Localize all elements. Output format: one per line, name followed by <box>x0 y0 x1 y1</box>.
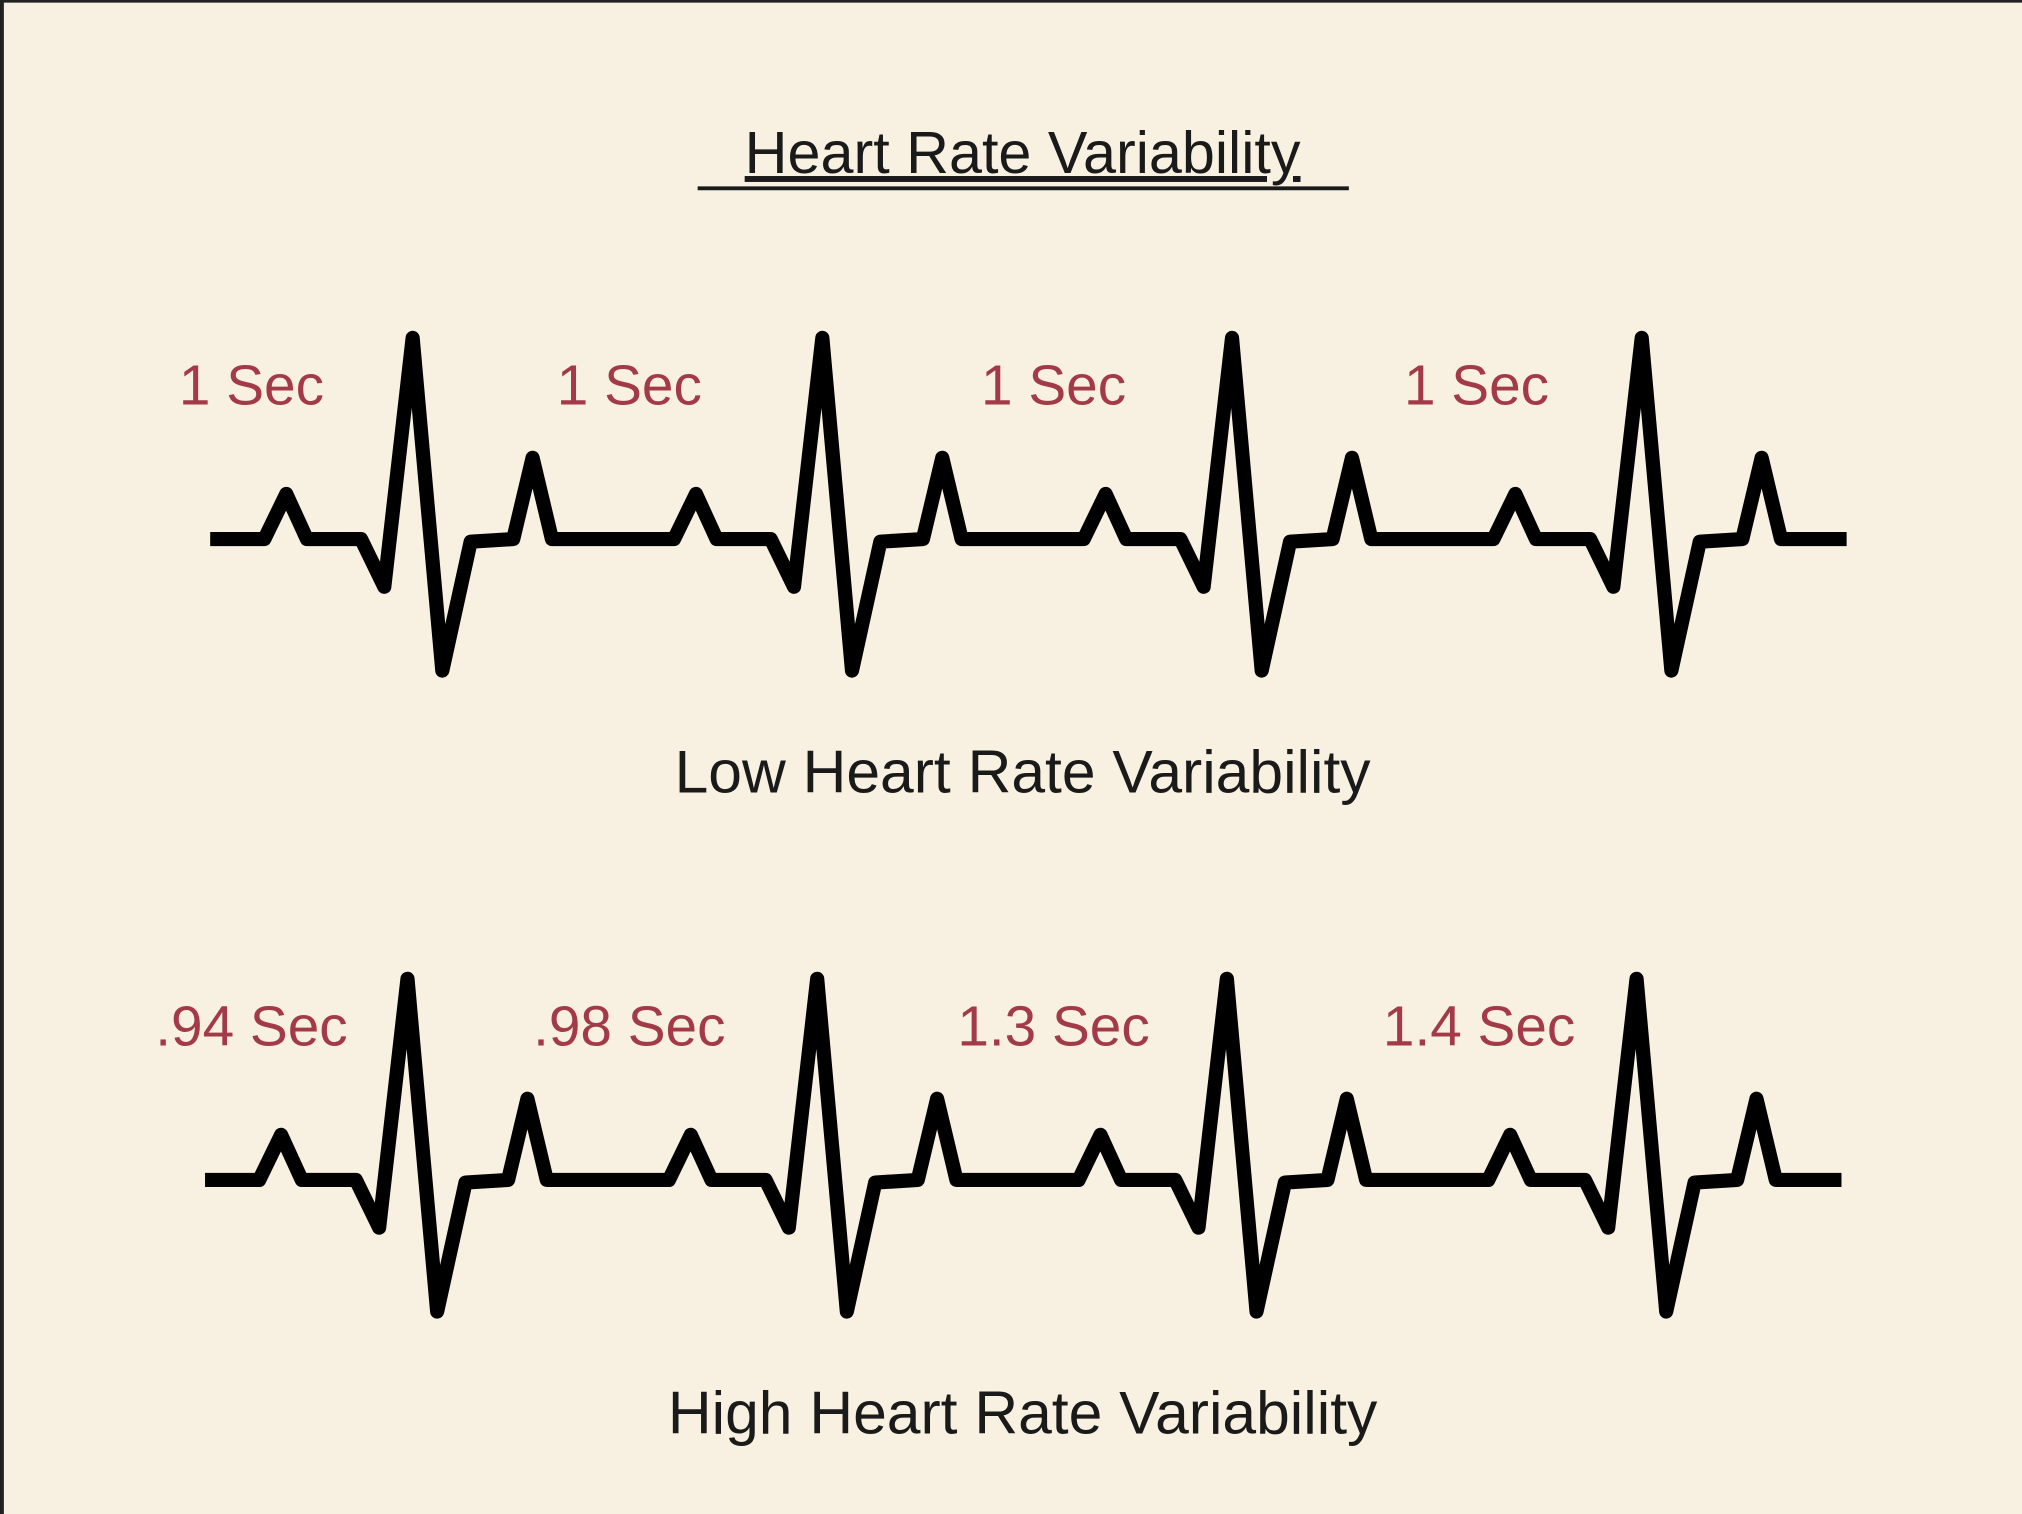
interval-label: 1.3 Sec <box>957 995 1149 1058</box>
interval-label: 1 Sec <box>557 354 702 417</box>
interval-label: 1 Sec <box>179 354 324 417</box>
strip-caption: High Heart Rate Variability <box>668 1378 1378 1446</box>
interval-label: 1 Sec <box>1404 354 1549 417</box>
interval-label: 1 Sec <box>981 354 1126 417</box>
ecg-trace <box>210 330 1847 678</box>
strip-caption: Low Heart Rate Variability <box>675 737 1372 805</box>
title: Heart Rate Variability <box>745 119 1301 186</box>
interval-label: 1.4 Sec <box>1383 995 1575 1058</box>
ecg-trace <box>205 971 1842 1319</box>
interval-label: .98 Sec <box>533 995 725 1058</box>
interval-label: .94 Sec <box>155 995 347 1058</box>
